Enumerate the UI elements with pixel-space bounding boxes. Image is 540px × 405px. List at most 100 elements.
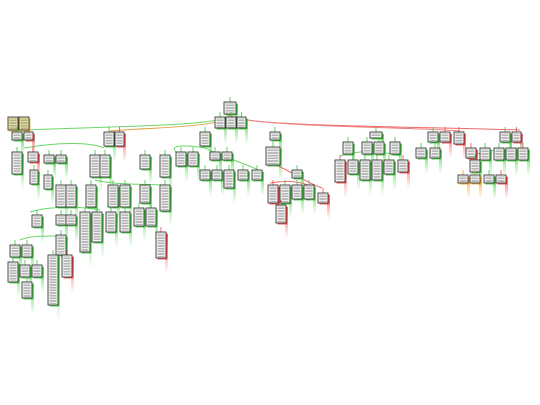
connector — [19, 235, 57, 241]
node-box — [55, 154, 67, 164]
node-box — [457, 174, 469, 184]
node-box — [159, 154, 171, 178]
node-box — [43, 154, 55, 164]
node-box — [483, 174, 495, 184]
node-box — [453, 131, 465, 145]
node-box — [18, 116, 30, 131]
node-trail — [32, 134, 35, 156]
node-trail — [515, 150, 518, 176]
node-trail — [51, 177, 54, 205]
node-box — [65, 184, 77, 208]
node-box — [291, 169, 303, 179]
node-box — [55, 184, 67, 208]
node-trail — [383, 144, 386, 170]
node-trail — [65, 157, 68, 179]
node-trail — [489, 150, 492, 176]
node-box — [479, 147, 491, 161]
node-box — [21, 281, 33, 299]
node-box — [223, 169, 235, 189]
node-trail — [437, 134, 440, 158]
node-box — [369, 131, 383, 139]
node-box — [133, 207, 145, 227]
node-box — [85, 184, 97, 208]
node-trail — [463, 134, 466, 160]
node-box — [31, 214, 43, 228]
node-trail — [407, 162, 410, 188]
node-trail — [65, 217, 68, 241]
node-trail — [509, 134, 512, 158]
connector — [94, 179, 166, 186]
node-box — [493, 147, 505, 161]
connector — [109, 113, 231, 132]
node-trail — [235, 119, 238, 144]
node-trail — [149, 157, 152, 185]
node-box — [23, 131, 34, 141]
node-trail — [123, 134, 126, 162]
node-box — [334, 159, 346, 183]
node-trail — [209, 172, 212, 196]
node-trail — [41, 217, 44, 243]
node-box — [145, 207, 157, 227]
node-trail — [479, 162, 482, 188]
node-box — [223, 101, 237, 115]
node-box — [11, 151, 23, 175]
node-trail — [53, 157, 56, 179]
connector — [24, 113, 231, 131]
node-box — [361, 141, 373, 155]
node-box — [89, 154, 101, 178]
node-trail — [185, 154, 188, 182]
node-box — [99, 154, 111, 178]
node-trail — [449, 134, 452, 158]
node-box — [221, 151, 233, 161]
node-box — [214, 116, 226, 129]
node-box — [9, 244, 21, 258]
node-box — [209, 151, 221, 161]
node-box — [107, 184, 119, 208]
connector — [173, 145, 206, 153]
node-trail — [37, 154, 40, 178]
node-box — [79, 211, 91, 253]
node-box — [31, 264, 43, 278]
node-trail — [279, 134, 282, 156]
node-box — [21, 244, 33, 258]
node-box — [269, 131, 281, 141]
node-box — [139, 184, 151, 204]
node-trail — [231, 154, 234, 176]
node-box — [47, 254, 59, 306]
node-trail — [261, 172, 264, 196]
node-trail — [399, 144, 402, 170]
node-box — [11, 131, 23, 141]
node-box — [225, 116, 237, 129]
node-trail — [245, 119, 248, 144]
connector — [269, 181, 309, 186]
node-trail — [313, 187, 316, 215]
node-trail — [247, 172, 250, 196]
node-trail — [371, 144, 374, 170]
node-trail — [113, 134, 116, 162]
node-trail — [29, 267, 32, 293]
node-box — [342, 141, 354, 155]
node-trail — [224, 119, 227, 144]
nodes — [7, 97, 530, 321]
node-trail — [520, 134, 523, 158]
node-box — [7, 116, 19, 131]
node-trail — [19, 247, 22, 273]
node-trail — [393, 162, 396, 190]
node-box — [265, 146, 281, 166]
node-box — [279, 184, 291, 204]
node-box — [495, 174, 507, 184]
node-box — [469, 174, 481, 184]
node-trail — [235, 104, 238, 130]
node-trail — [75, 217, 78, 241]
node-trail — [301, 187, 304, 215]
node-box — [389, 141, 401, 155]
node-box — [373, 141, 385, 155]
node-trail — [505, 177, 508, 199]
node-trail — [209, 134, 212, 162]
connector — [23, 143, 105, 149]
node-trail — [527, 150, 530, 176]
connector — [229, 113, 461, 132]
node-box — [517, 147, 529, 161]
node-box — [236, 116, 247, 129]
